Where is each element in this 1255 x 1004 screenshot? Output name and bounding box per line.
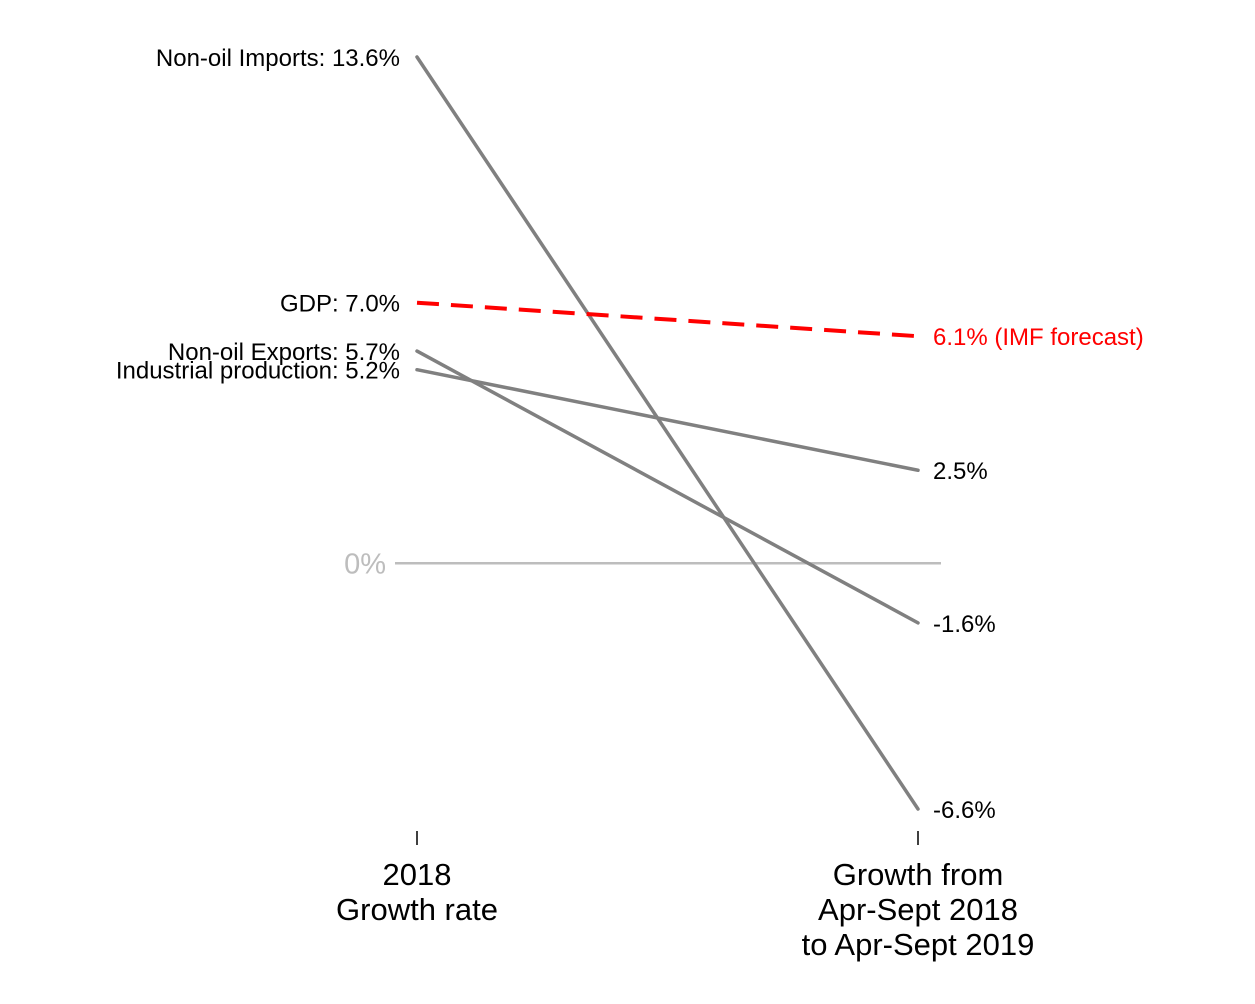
zero-label: 0% [344,548,386,580]
series-line-non-oil-exports [415,349,920,625]
left-label-non-oil-exports: Non-oil Exports: 5.7% [168,339,400,366]
left-label-gdp: GDP: 7.0% [280,291,400,318]
left-label-non-oil-imports: Non-oil Imports: 13.6% [156,45,400,72]
right-label-gdp: 6.1% (IMF forecast) [933,324,1144,351]
x-category-label-1-1: Apr-Sept 2018 [818,892,1018,927]
x-category-label-0-0: 2018 [383,857,452,892]
left-label-industrial-production: Industrial production: 5.2% [116,358,400,385]
series-line-non-oil-imports [415,55,920,811]
x-category-label-1-0: Growth from [833,857,1004,892]
right-label-non-oil-imports: -6.6% [933,797,996,824]
series-line-industrial-production [415,367,920,472]
right-label-non-oil-exports: -1.6% [933,611,996,638]
right-label-industrial-production: 2.5% [933,458,988,485]
x-category-label-1-2: to Apr-Sept 2019 [802,927,1035,962]
series-line-gdp [416,300,919,339]
x-category-label-0-1: Growth rate [336,892,498,927]
